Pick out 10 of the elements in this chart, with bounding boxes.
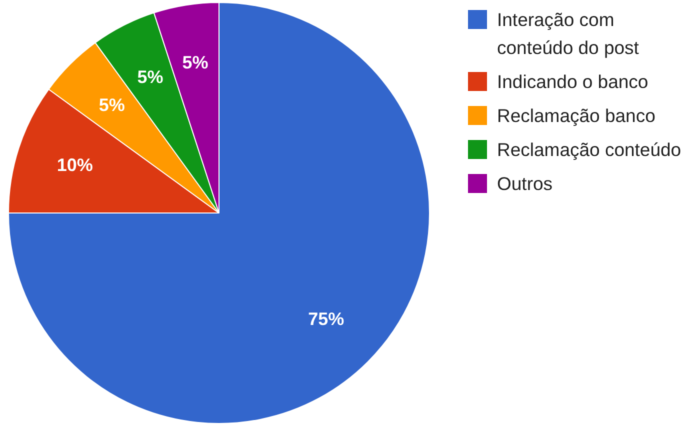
legend-label: Interação com conteúdo do post xyxy=(497,8,640,60)
legend-label: Outros xyxy=(497,172,553,196)
legend-label: Reclamação banco xyxy=(497,104,656,128)
data-label: 5% xyxy=(98,94,125,115)
data-label: 5% xyxy=(182,52,208,72)
legend-label: Reclamação conteúdo xyxy=(497,138,682,162)
data-label: 5% xyxy=(137,66,164,87)
data-label: 10% xyxy=(56,155,93,176)
legend-label: Indicando o banco xyxy=(497,70,648,94)
data-label: 75% xyxy=(308,309,344,330)
